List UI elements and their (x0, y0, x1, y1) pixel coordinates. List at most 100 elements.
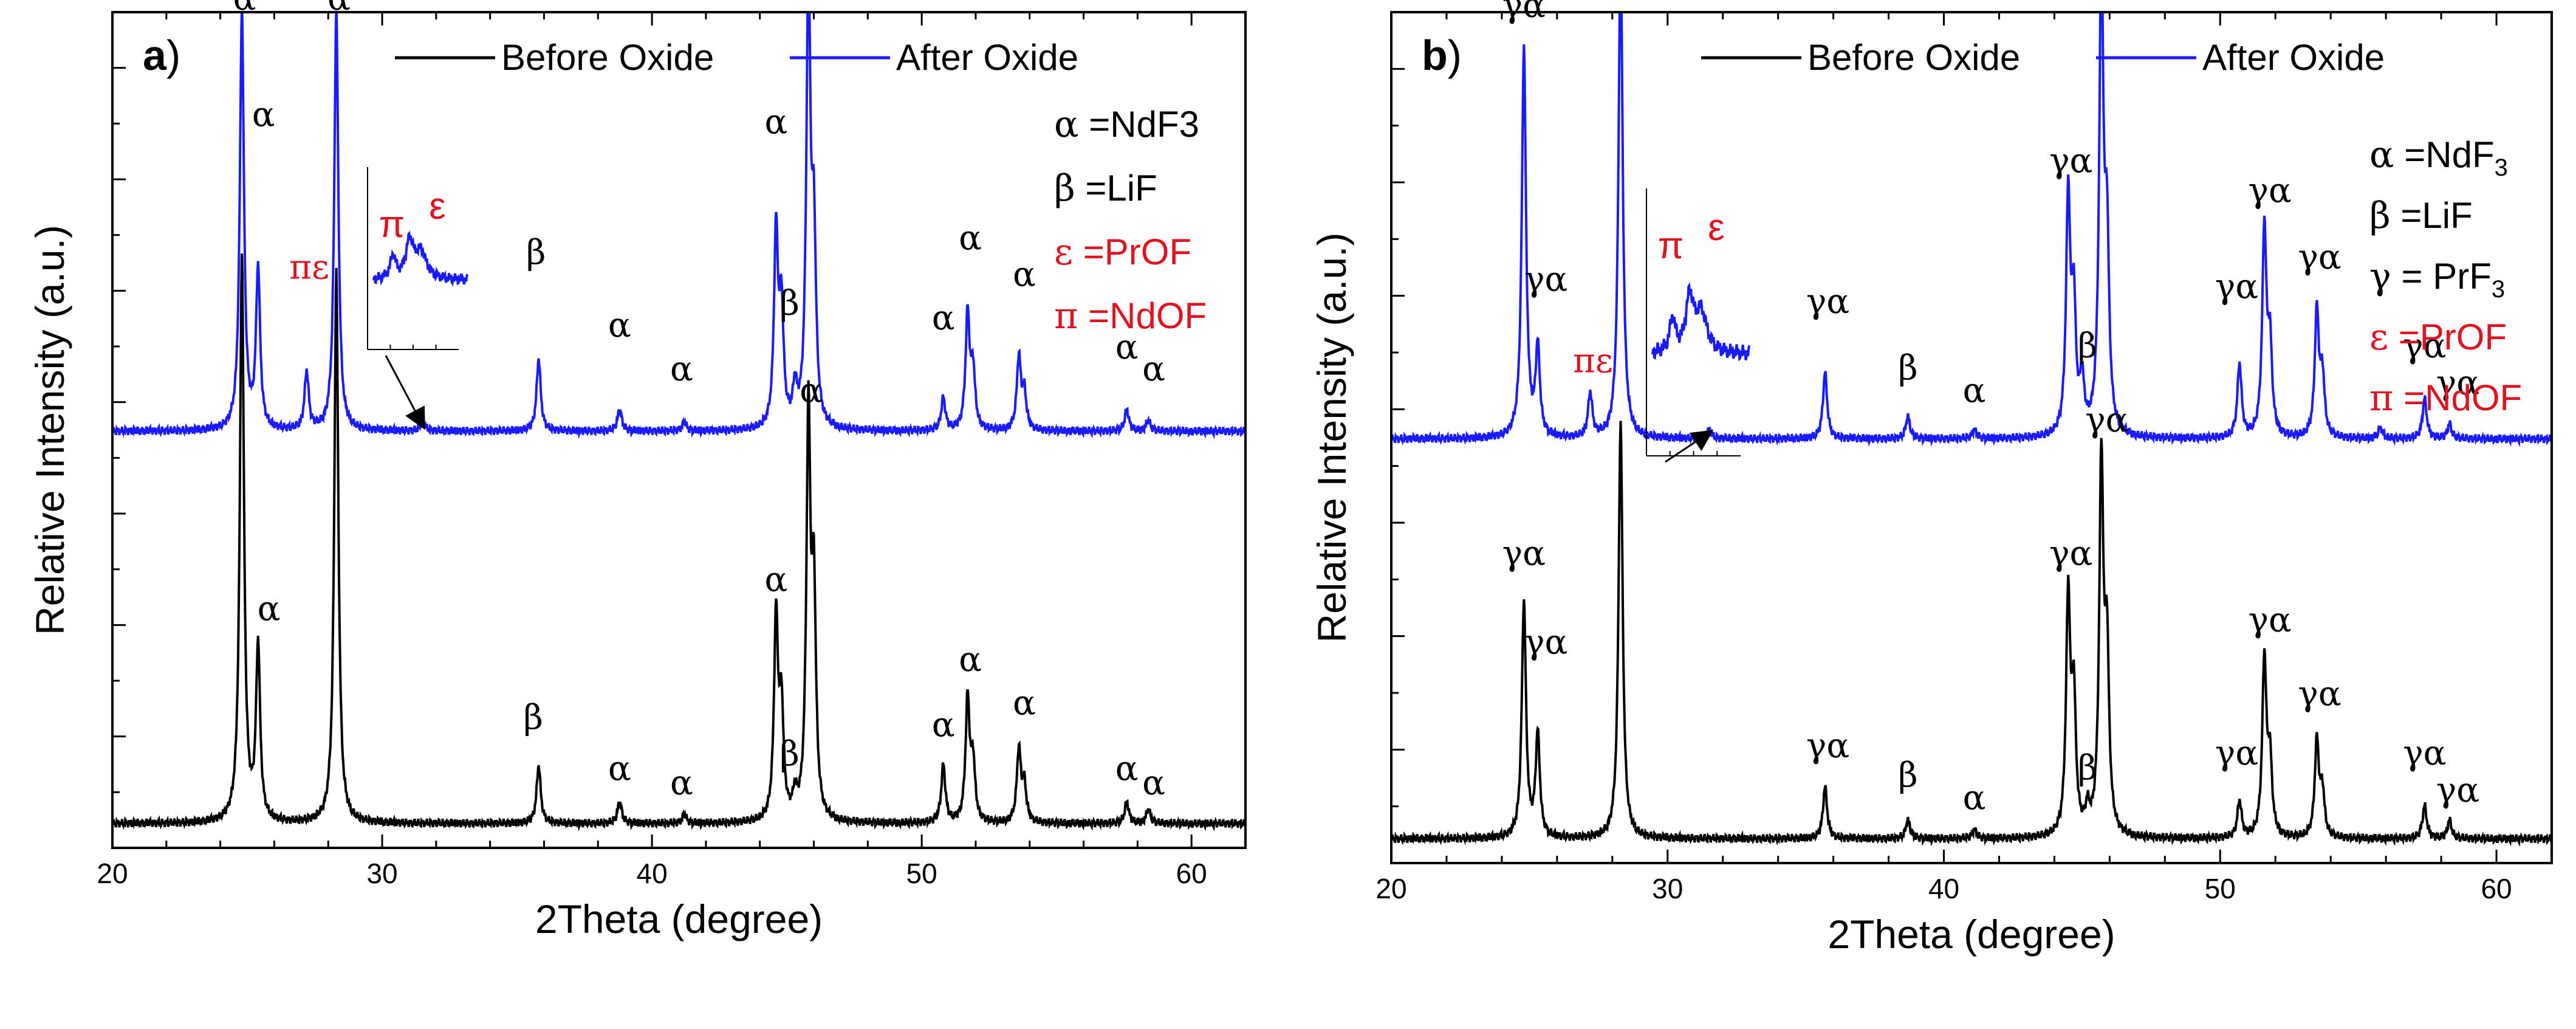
peak-label: γα (2436, 771, 2479, 810)
peak-label: γα (1806, 726, 1849, 766)
peak-label: α (608, 306, 631, 345)
peak-label: γα (2403, 734, 2446, 773)
series-before-oxide (1392, 421, 2550, 847)
peak-label: α (959, 219, 982, 258)
x-tick-label: 20 (1375, 873, 1406, 904)
peak-label: γα (1502, 0, 1546, 26)
plot-frame (111, 11, 1247, 849)
phase-key-entry: π =NdOF (1054, 295, 1207, 337)
y-axis-title: Relative Intensity (a.u.) (27, 225, 72, 635)
peak-label: β (2078, 749, 2097, 788)
x-tick-label: 30 (366, 858, 397, 889)
peak-label: α (764, 102, 787, 142)
peak-label: γα (2085, 401, 2128, 440)
inset-curve (372, 230, 469, 287)
panel-label: a) (143, 32, 180, 79)
peak-label: α (1115, 328, 1139, 367)
inset-arrow (1665, 430, 1714, 463)
x-tick-label: 30 (1652, 873, 1683, 904)
x-tick-label: 20 (97, 858, 128, 889)
peak-label: α (1013, 255, 1036, 294)
inset-curve (1651, 281, 1751, 362)
peak-label: β (779, 734, 799, 774)
peak-label: γα (2298, 675, 2341, 714)
peak-label: α (1963, 778, 1986, 817)
legend-label: Before Oxide (501, 37, 714, 78)
x-axis-title: 2Theta (degree) (1828, 912, 2115, 957)
peak-label: α (608, 749, 631, 788)
peak-label: α (800, 371, 823, 411)
legend-label: After Oxide (896, 37, 1078, 78)
peak-label: γα (2248, 171, 2291, 210)
legend-label: After Oxide (2202, 37, 2385, 78)
chart-panel-a: 20 30 40 50 60 2Theta (degree) Relative Intens… (27, 0, 1247, 941)
peak-label: α (932, 298, 955, 338)
peak-label: α (1115, 749, 1139, 788)
peak-label: α (1142, 763, 1165, 803)
peak-label: α (670, 763, 693, 803)
peak-label: α (670, 349, 693, 389)
y-axis-title: Relative Intensity (a.u.) (1309, 233, 1354, 643)
inset-label: ε (1708, 207, 1725, 249)
panel-label: b) (1422, 32, 1462, 79)
plot-frame (1390, 11, 2553, 864)
x-tick-label: 50 (906, 858, 937, 889)
series-before-oxide (114, 253, 1244, 831)
x-tick-label: 60 (2481, 873, 2512, 904)
peak-label: γα (2298, 238, 2341, 277)
peak-label: πε (1573, 342, 1613, 381)
inset-label: π (379, 204, 405, 246)
series-after-oxide (1392, 13, 2550, 447)
phase-key-entry: π =NdOF (2369, 377, 2522, 419)
x-tick-label: 40 (1928, 873, 1959, 904)
chart-panel-b: 20 30 40 50 60 2Theta (degree) Relative Intens… (1309, 0, 2553, 957)
peak-label: γα (2215, 734, 2258, 773)
peak-label: γα (2436, 363, 2479, 403)
peak-label: α (1963, 371, 1986, 410)
phase-key-entry: α =NdF3 (1054, 103, 1199, 146)
peak-label: α (959, 640, 982, 680)
peak-label: γα (2248, 601, 2291, 640)
phase-key-entry: ε =PrOF (2369, 316, 2507, 359)
peak-label: β (779, 284, 799, 323)
inset-label: π (1658, 225, 1684, 267)
peak-label: γα (2049, 534, 2092, 573)
legend-label: Before Oxide (1807, 37, 2020, 78)
phase-key-entry: ε =PrOF (1054, 231, 1191, 274)
peak-label: γα (1524, 622, 1567, 662)
peak-label: α (258, 589, 281, 628)
peak-label: γα (2403, 326, 2446, 366)
peak-label: γα (1524, 260, 1567, 300)
peak-label: β (2078, 326, 2097, 366)
phase-key-entry: β =LiF (1054, 167, 1157, 210)
peak-label: α (233, 0, 256, 18)
peak-label: γα (1806, 282, 1849, 322)
peak-label: α (932, 706, 955, 745)
peak-label: β (1898, 349, 1917, 388)
x-tick-label: 60 (1176, 858, 1207, 889)
x-tick-label: 50 (2205, 873, 2236, 904)
phase-key-entry: β =LiF (2369, 194, 2473, 237)
inset-label: ε (429, 185, 446, 227)
peak-label: α (252, 95, 275, 134)
phase-key-entry: α =NdF3 (2369, 134, 2508, 181)
peak-label: β (1898, 756, 1917, 796)
series-after-oxide (114, 13, 1244, 439)
peak-label: πε (289, 247, 329, 287)
peak-label: α (764, 560, 787, 599)
x-axis-title: 2Theta (degree) (535, 897, 823, 941)
peak-label: β (524, 698, 543, 738)
peak-label: γα (2215, 267, 2258, 307)
peak-label: γα (1502, 534, 1546, 573)
peak-label: β (526, 233, 546, 273)
peak-label: γα (2049, 142, 2092, 181)
peak-label: α (1142, 349, 1165, 389)
peak-label: α (327, 0, 351, 18)
peak-label: α (1013, 684, 1036, 723)
inset-arrow (385, 355, 425, 430)
phase-key-entry: γ = PrF3 (2369, 255, 2505, 303)
x-tick-label: 40 (637, 858, 668, 889)
